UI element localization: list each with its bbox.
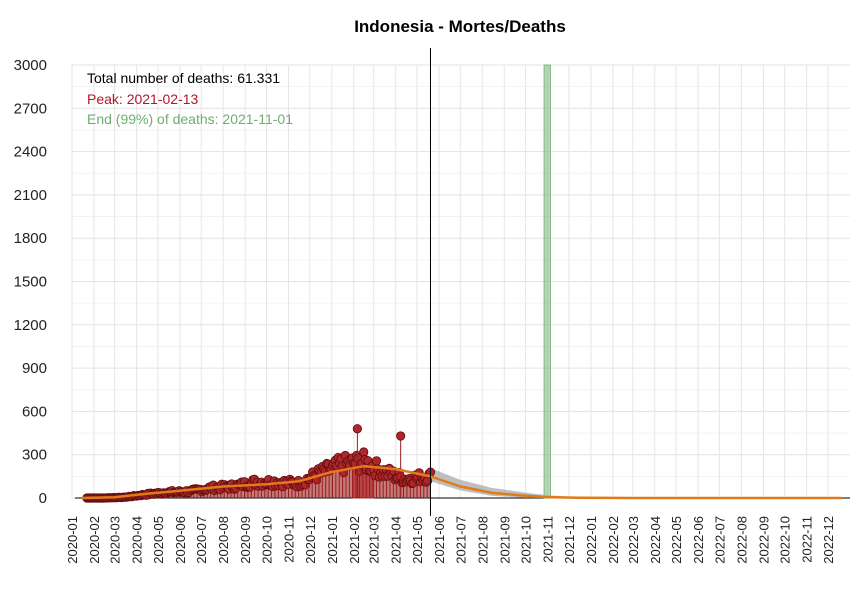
x-tick-label: 2021-09	[497, 516, 512, 564]
end-band	[543, 64, 551, 499]
x-tick-label: 2022-01	[584, 516, 599, 564]
x-tick-label: 2020-04	[130, 516, 145, 564]
y-tick-label: 1200	[14, 317, 47, 334]
x-tick-label: 2020-08	[216, 516, 231, 564]
x-tick-label: 2022-02	[606, 516, 621, 564]
x-tick-label: 2020-02	[87, 516, 102, 564]
daily-death-point	[352, 424, 362, 434]
x-tick-label: 2021-05	[410, 516, 425, 564]
x-tick-label: 2020-11	[282, 516, 297, 563]
x-tick-label: 2022-03	[626, 516, 641, 564]
peak-label: Peak: 2021-02-13	[87, 91, 199, 107]
y-tick-label: 3000	[14, 57, 47, 74]
x-tick-label: 2020-01	[65, 516, 80, 564]
y-tick-label: 2400	[14, 144, 47, 161]
x-tick-label: 2021-04	[389, 516, 404, 564]
x-tick-label: 2022-09	[756, 516, 771, 564]
x-tick-label: 2021-10	[519, 516, 534, 564]
x-tick-label: 2020-07	[194, 516, 209, 564]
x-tick-label: 2022-06	[691, 516, 706, 564]
x-tick-label: 2022-07	[712, 516, 727, 564]
x-tick-label: 2021-03	[367, 516, 382, 564]
x-tick-label: 2021-01	[325, 516, 340, 564]
x-tick-label: 2020-05	[151, 516, 166, 564]
daily-death-point	[396, 431, 406, 441]
daily-death-point	[371, 456, 382, 466]
grid	[71, 64, 850, 499]
x-tick-label: 2022-12	[821, 516, 836, 564]
x-tick-label: 2021-07	[453, 516, 468, 564]
x-tick-label: 2020-06	[173, 516, 188, 564]
y-tick-label: 2700	[14, 100, 47, 117]
y-tick-label: 1800	[14, 230, 47, 247]
chart-title: Indonesia - Mortes/Deaths	[354, 17, 566, 36]
projection-band	[430, 468, 576, 498]
x-axis: 2020-01 2020-02 2020-03 2020-04 2020-05 2020-…	[65, 516, 836, 564]
x-tick-label: 2022-05	[669, 516, 684, 564]
x-tick-label: 2020-09	[238, 516, 253, 564]
x-tick-label: 2022-08	[734, 516, 749, 564]
x-tick-label: 2021-06	[432, 516, 447, 564]
y-tick-label: 1500	[14, 274, 47, 291]
y-tick-label: 300	[22, 447, 47, 464]
y-tick-label: 0	[39, 490, 47, 507]
y-axis: 0 300 600 900 1200 1500 1800 2100 2400 2700 3000	[14, 57, 47, 507]
x-tick-label: 2022-04	[648, 516, 663, 564]
x-tick-label: 2021-11	[541, 516, 556, 563]
x-tick-label: 2020-12	[303, 516, 318, 564]
x-tick-label: 2021-08	[475, 516, 490, 564]
x-tick-label: 2020-03	[108, 516, 123, 564]
x-tick-label: 2021-12	[562, 516, 577, 564]
y-tick-label: 2100	[14, 187, 47, 204]
x-tick-label: 2021-02	[347, 516, 362, 564]
end-label: End (99%) of deaths: 2021-11-01	[87, 111, 293, 127]
x-tick-label: 2020-10	[260, 516, 275, 564]
fitted-curve	[81, 464, 842, 500]
total-deaths-label: Total number of deaths: 61.331	[87, 70, 280, 86]
y-tick-label: 600	[22, 403, 47, 420]
daily-death-point	[359, 447, 369, 457]
x-tick-label: 2022-10	[778, 516, 793, 564]
x-tick-label: 2022-11	[800, 516, 815, 563]
y-tick-label: 900	[22, 360, 47, 377]
data-marks	[81, 48, 842, 516]
